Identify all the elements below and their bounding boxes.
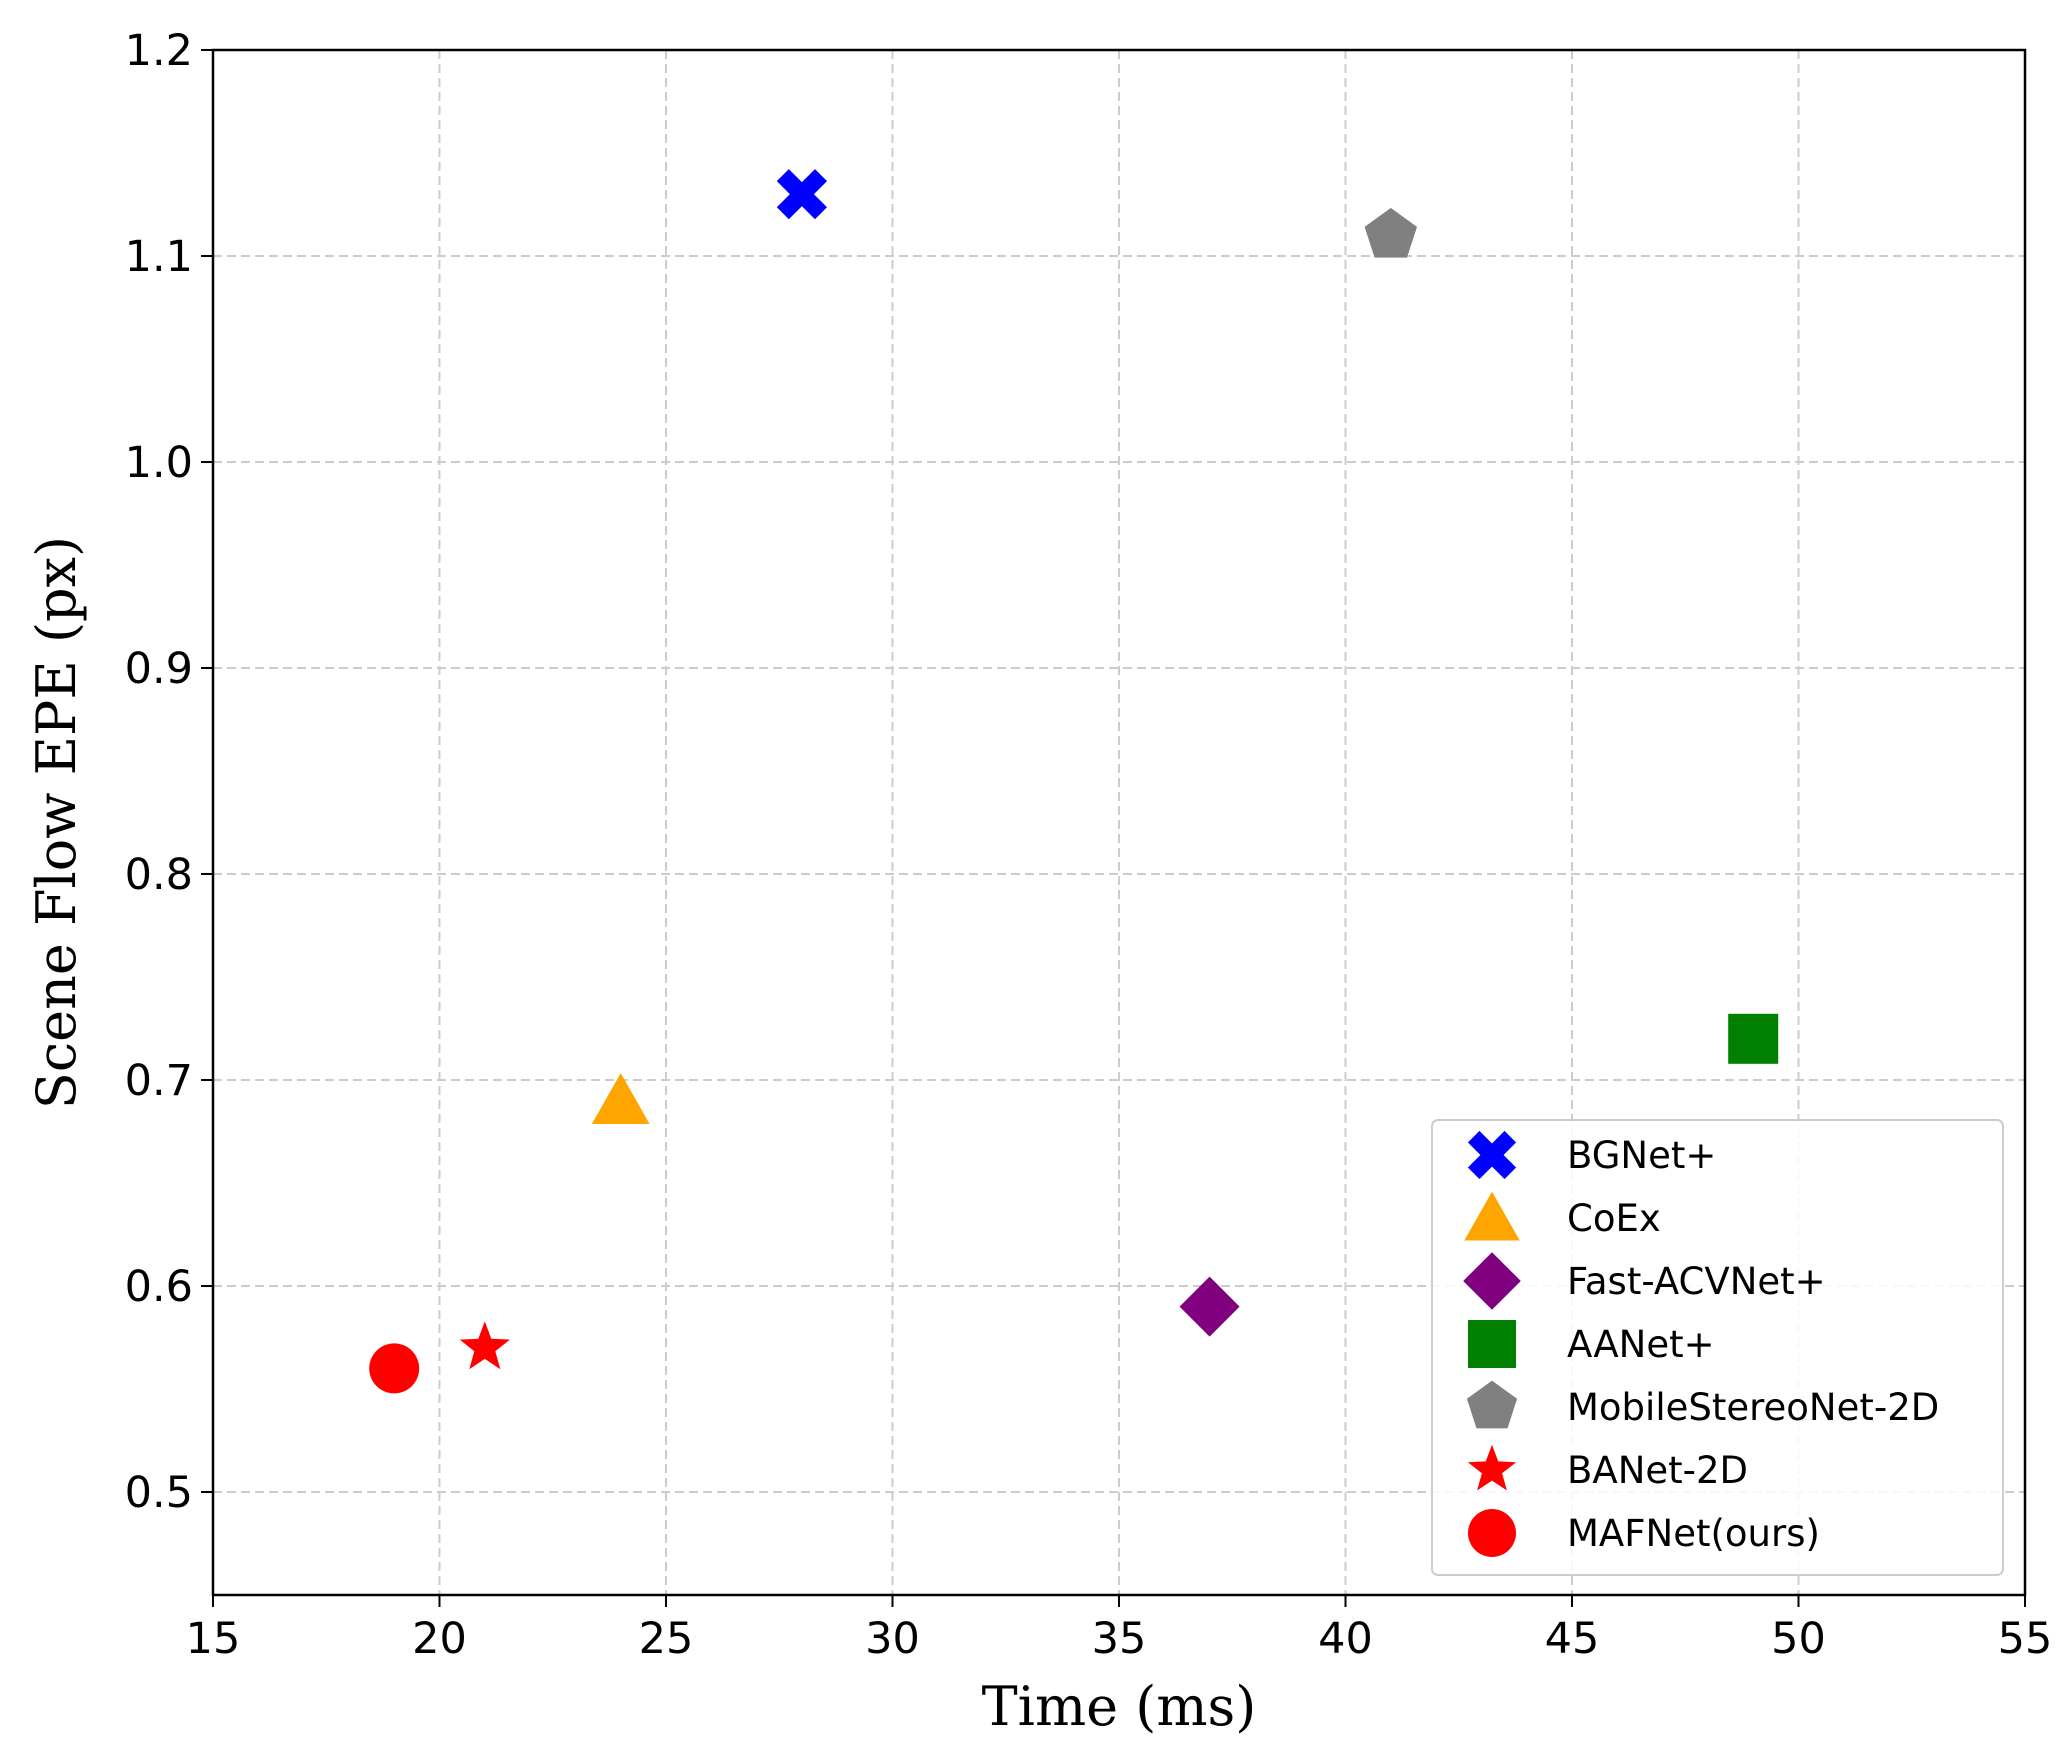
y-tick-label: 0.6 [125,1262,193,1312]
legend-label: MobileStereoNet-2D [1567,1386,1939,1429]
x-tick-label: 55 [1998,1614,2053,1664]
data-point-banet-2d [459,1321,510,1370]
legend-label: MAFNet(ours) [1567,1512,1820,1555]
x-tick-label: 25 [639,1614,694,1664]
data-points [369,169,1779,1394]
x-tick-label: 15 [186,1614,241,1664]
data-point-bgnet- [776,169,828,220]
x-tick-label: 35 [1092,1614,1147,1664]
x-tick-label: 30 [865,1614,920,1664]
legend-label: BGNet+ [1567,1134,1716,1177]
legend-label: AANet+ [1567,1323,1715,1366]
data-point-mafnet-ours- [369,1343,420,1394]
axes: 15 20 25 30 35 40 45 50 55 0.5 0.6 0.7 0.8 0.9 1.0 1.1 1… [25,26,2052,1738]
y-tick-label: 0.5 [125,1468,193,1518]
legend-label: BANet-2D [1567,1449,1748,1492]
legend-marker [1467,1130,1517,1180]
legend-marker [1468,1320,1516,1368]
x-axis-label: Time (ms) [982,1675,1257,1738]
y-tick-label: 0.8 [125,850,193,900]
data-point-mobilestereonet-2d [1364,207,1417,258]
data-point-aanet- [1728,1013,1779,1064]
y-tick-label: 1.1 [125,232,193,282]
x-tick-label: 50 [1771,1614,1826,1664]
data-point-coex [591,1073,650,1124]
y-tick-label: 1.2 [125,26,193,76]
y-tick-label: 0.7 [125,1056,193,1106]
plot-frame [211,48,2027,1597]
x-tick-label: 40 [1318,1614,1373,1664]
legend-box [1431,1119,2004,1576]
legend-marker [1467,1444,1517,1491]
legend-marker [1463,1252,1521,1310]
data-point-fast-acvnet- [1179,1276,1240,1337]
y-axis-label: Scene Flow EPE (px) [25,536,88,1109]
legend-marker [1464,1191,1520,1241]
legend-label: Fast-ACVNet+ [1567,1260,1826,1303]
x-tick-label: 20 [412,1614,467,1664]
y-tick-label: 1.0 [125,438,193,488]
legend-label: CoEx [1567,1197,1661,1240]
legend-marker [1468,1509,1516,1557]
x-tick-label: 45 [1545,1614,1600,1664]
y-tick-label: 0.9 [125,644,193,694]
legend-marker [1466,1380,1518,1429]
legend: BGNet+ CoEx Fast-ACVNet+ AANet+ MobileStereo… [1431,1119,2004,1576]
